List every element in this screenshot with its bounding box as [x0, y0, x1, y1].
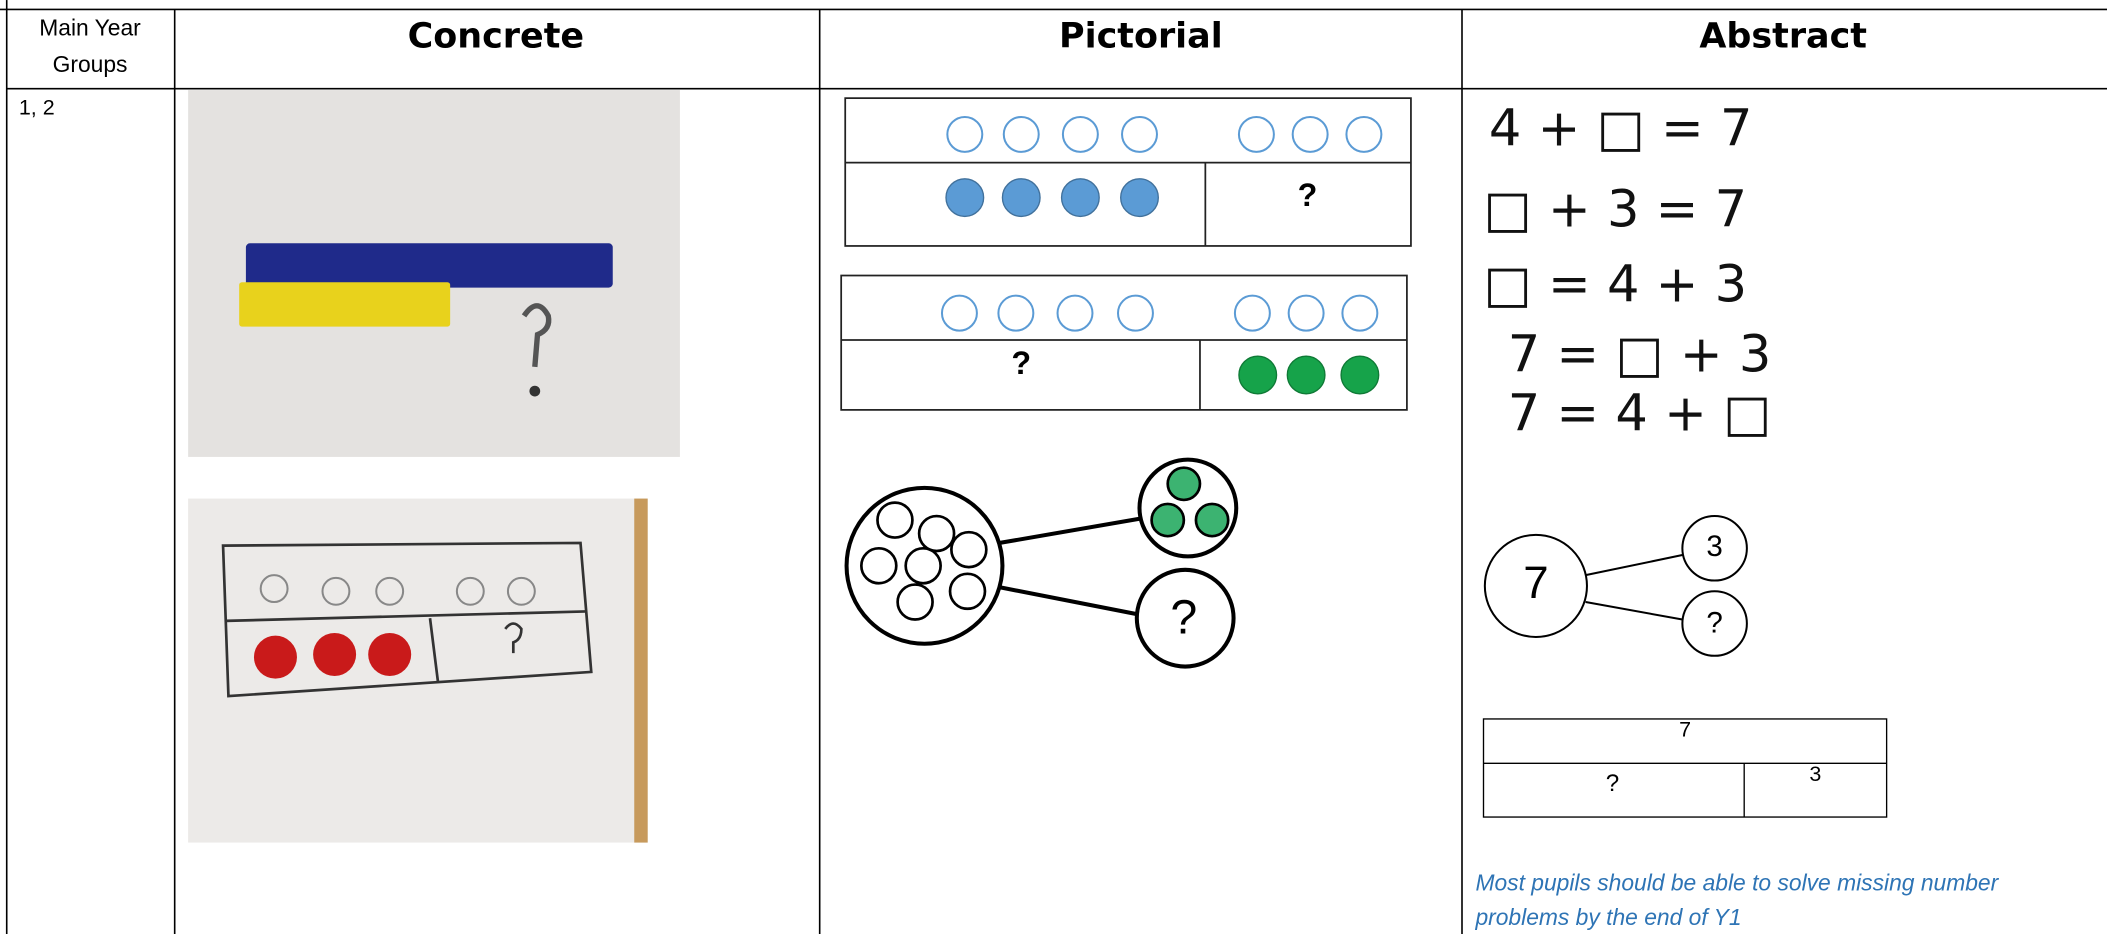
header-year-groups: Groups: [53, 51, 128, 77]
bar-model: [840, 97, 1412, 411]
counter-blue: [945, 178, 1159, 218]
bar-part: 3: [1809, 762, 1821, 786]
counter-green: [1150, 466, 1230, 538]
bar-model: [1482, 718, 1888, 818]
unknown: ?: [1298, 177, 1318, 213]
year-groups: 1, 2: [19, 96, 55, 120]
equation: □ + 3 = 7: [1484, 180, 1748, 239]
equation: 7 = □ + 3: [1508, 325, 1772, 384]
counter-outline: [940, 115, 1383, 332]
part: ?: [1706, 607, 1722, 640]
note: Most pupils should be able to solve miss…: [1475, 869, 1999, 895]
note: problems by the end of Y1: [1474, 904, 1741, 930]
whole: 7: [1523, 557, 1548, 608]
bar-part: ?: [1606, 770, 1619, 797]
header-concrete: Concrete: [408, 17, 584, 57]
header-pictorial: Pictorial: [1059, 17, 1223, 57]
unknown: ?: [1011, 345, 1031, 381]
header-abstract: Abstract: [1699, 17, 1867, 57]
unknown: ?: [1170, 591, 1197, 645]
equation: □ = 4 + 3: [1484, 256, 1748, 315]
part-whole: [844, 457, 1239, 669]
part: 3: [1706, 530, 1722, 563]
counter-green: [1238, 355, 1380, 395]
equation: 7 = 4 + □: [1508, 385, 1772, 444]
photo-cubes: [188, 90, 680, 457]
header-year-groups: Main Year: [39, 15, 141, 41]
bar-whole: 7: [1679, 718, 1691, 742]
part-whole: [1483, 515, 1748, 657]
photo-counters: [188, 498, 648, 843]
equation: 4 + □ = 7: [1489, 100, 1753, 159]
